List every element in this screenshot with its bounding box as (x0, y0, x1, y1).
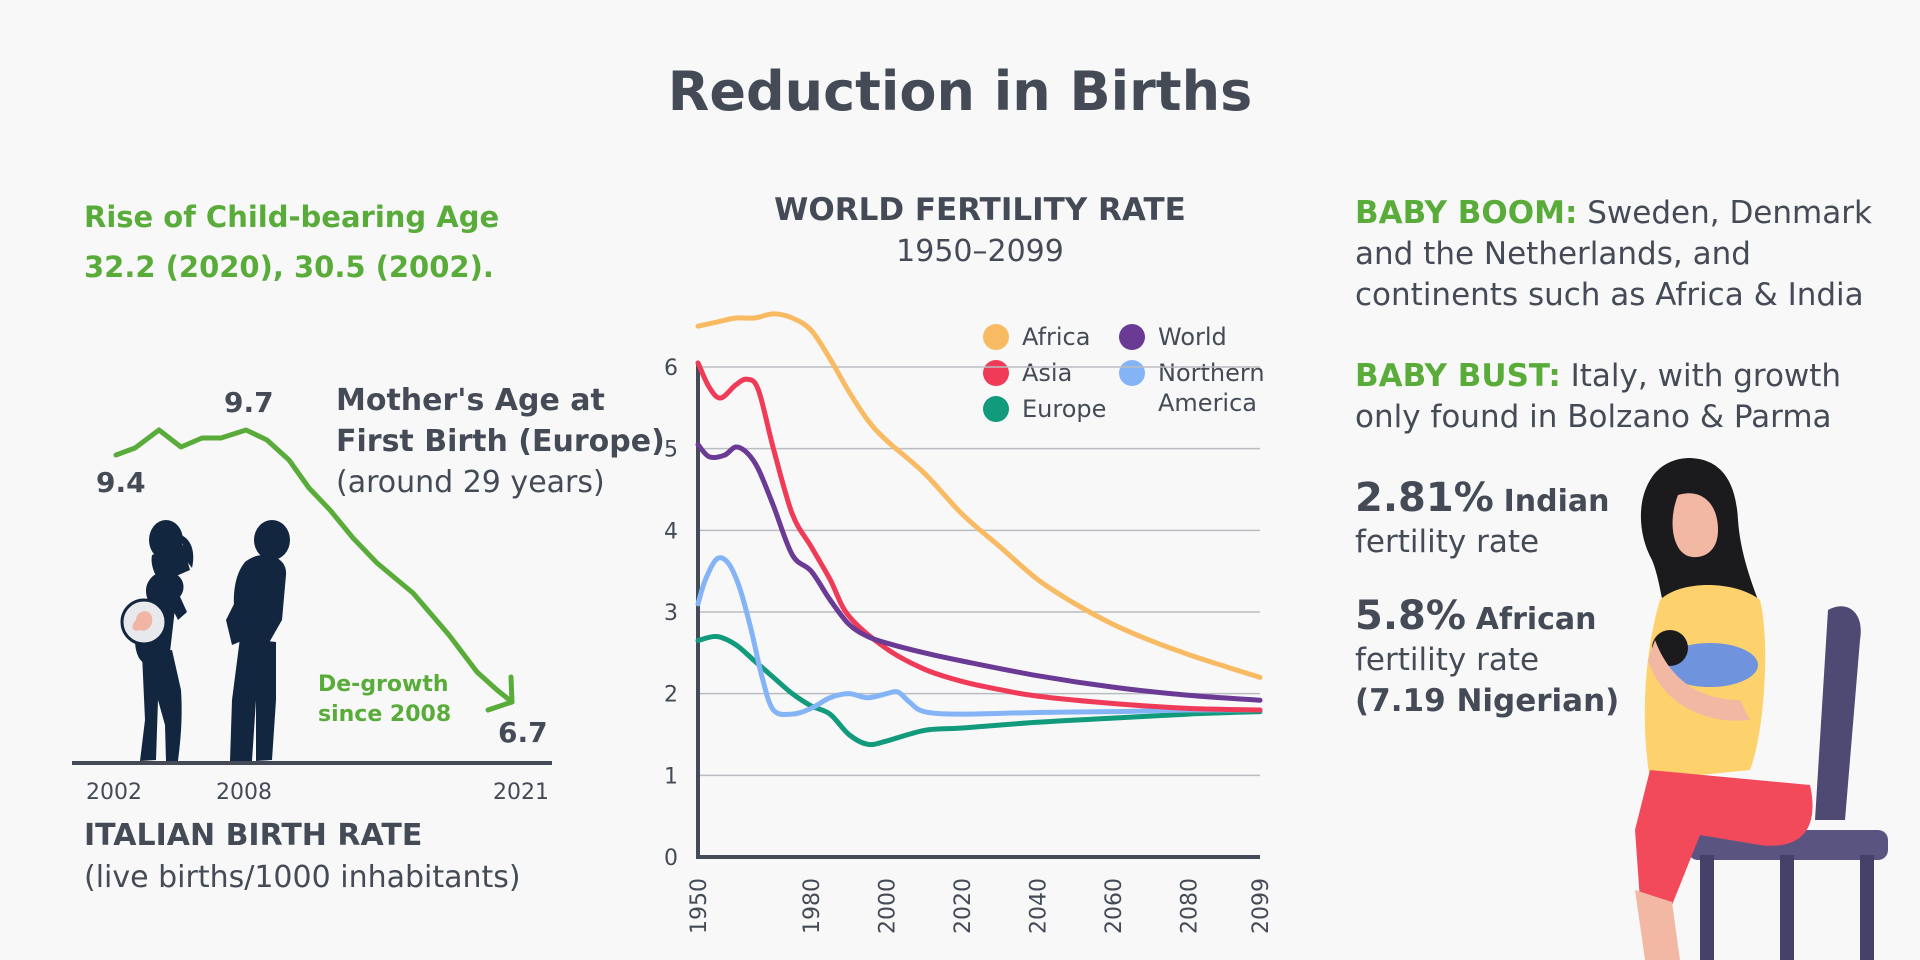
series-line-europe (695, 633, 1263, 748)
y-tick-label-5: 5 (664, 438, 678, 463)
x-tick-label-2040: 2040 (1026, 878, 1051, 934)
african-fertility-label: African (1475, 602, 1597, 637)
mother-age-line2: First Birth (Europe) (336, 424, 665, 459)
sad-man-silhouette-icon (226, 520, 290, 761)
legend-label-africa: Africa (1022, 323, 1091, 351)
legend-dot-northern-america (1119, 360, 1145, 386)
african-fertility-note: (7.19 Nigerian) (1355, 683, 1620, 719)
year-tick-2021: 2021 (493, 780, 549, 805)
series-line-africa (695, 311, 1263, 680)
label-start-value: 9.4 (96, 466, 146, 499)
baby-bust-label: BABY BUST: (1355, 358, 1561, 394)
x-tick-label-2020: 2020 (951, 878, 976, 934)
legend-dot-asia (983, 360, 1009, 386)
italian-birth-rate-chart: 9.4 9.7 6.7 2002 2008 2021 (72, 386, 552, 805)
indian-fertility-sub: fertility rate (1355, 524, 1540, 560)
baby-boom-text: Sweden, Denmark and the Netherlands, and… (1355, 195, 1872, 313)
birth-rate-trend-line (113, 427, 515, 705)
y-tick-label-6: 6 (664, 356, 678, 381)
page-title: Reduction in Births (667, 60, 1253, 123)
legend-label-europe: Europe (1022, 395, 1107, 423)
y-tick-label-1: 1 (664, 764, 678, 789)
degrowth-note: De-growth since 2008 (318, 670, 451, 730)
legend-dot-world (1119, 324, 1145, 350)
fetus-shape (132, 611, 153, 631)
baby-bust-text: Italy, with growth only found in Bolzano… (1355, 358, 1842, 435)
x-tick-label-2080: 2080 (1177, 878, 1202, 934)
y-tick-label-3: 3 (664, 601, 678, 626)
child-bearing-age-line2: 32.2 (2020), 30.5 (2002). (84, 250, 494, 284)
mother-nursing-baby-illustration-icon (1635, 458, 1888, 960)
fertility-chart-title: WORLD FERTILITY RATE (774, 192, 1186, 228)
african-fertility-block: 5.8% African fertility rate (7.19 Nigeri… (1355, 596, 1619, 722)
x-tick-label-2060: 2060 (1102, 878, 1127, 934)
child-bearing-age-line1: Rise of Child-bearing Age (84, 200, 500, 234)
legend-label-world: World (1158, 323, 1227, 351)
african-fertility-sub: fertility rate (1355, 642, 1540, 678)
indian-fertility-percent: 2.81% (1355, 475, 1494, 521)
baby-boom-block: BABY BOOM: Sweden, Denmark and the Nethe… (1355, 193, 1875, 316)
label-end-value: 6.7 (498, 716, 548, 749)
legend-label-asia: Asia (1022, 359, 1073, 387)
birth-rate-caption: ITALIAN BIRTH RATE (live births/1000 inh… (84, 815, 521, 899)
y-tick-label-2: 2 (664, 683, 678, 708)
mother-age-line3: (around 29 years) (336, 465, 605, 500)
year-tick-2002: 2002 (86, 780, 142, 805)
legend-dot-africa (983, 324, 1009, 350)
label-peak-value: 9.7 (224, 386, 274, 419)
series-line-asia (695, 360, 1263, 713)
baby-boom-label: BABY BOOM: (1355, 195, 1578, 231)
african-fertility-percent: 5.8% (1355, 593, 1466, 639)
x-tick-label-2000: 2000 (876, 878, 901, 934)
series-line-world (695, 442, 1263, 703)
mother-age-line1: Mother's Age at (336, 383, 605, 418)
indian-fertility-block: 2.81% Indian fertility rate (1355, 478, 1610, 563)
year-tick-2008: 2008 (216, 780, 272, 805)
x-tick-label-1980: 1980 (800, 878, 825, 934)
x-tick-label-1950: 1950 (687, 878, 712, 934)
fertility-chart-axes (696, 362, 1260, 859)
indian-fertility-label: Indian (1503, 484, 1610, 519)
x-tick-label-2099: 2099 (1249, 878, 1274, 934)
degrowth-line2: since 2008 (318, 702, 452, 727)
baby-bust-block: BABY BUST: Italy, with growth only found… (1355, 356, 1855, 438)
y-tick-label-0: 0 (664, 846, 678, 871)
series-line-northern-america (695, 555, 1263, 718)
birth-rate-subtitle: (live births/1000 inhabitants) (84, 860, 521, 895)
fertility-chart-subtitle: 1950–2099 (896, 234, 1064, 269)
mother-age-block: Mother's Age at First Birth (Europe) (ar… (336, 380, 665, 503)
y-tick-label-4: 4 (664, 519, 678, 544)
degrowth-line1: De-growth (318, 672, 449, 697)
legend-label-northern-america: Northern America (1158, 359, 1265, 417)
legend-dot-europe (983, 396, 1009, 422)
trend-arrow-head-icon (485, 674, 515, 713)
child-bearing-age-heading: Rise of Child-bearing Age 32.2 (2020), 3… (84, 192, 499, 292)
birth-rate-title: ITALIAN BIRTH RATE (84, 818, 423, 853)
